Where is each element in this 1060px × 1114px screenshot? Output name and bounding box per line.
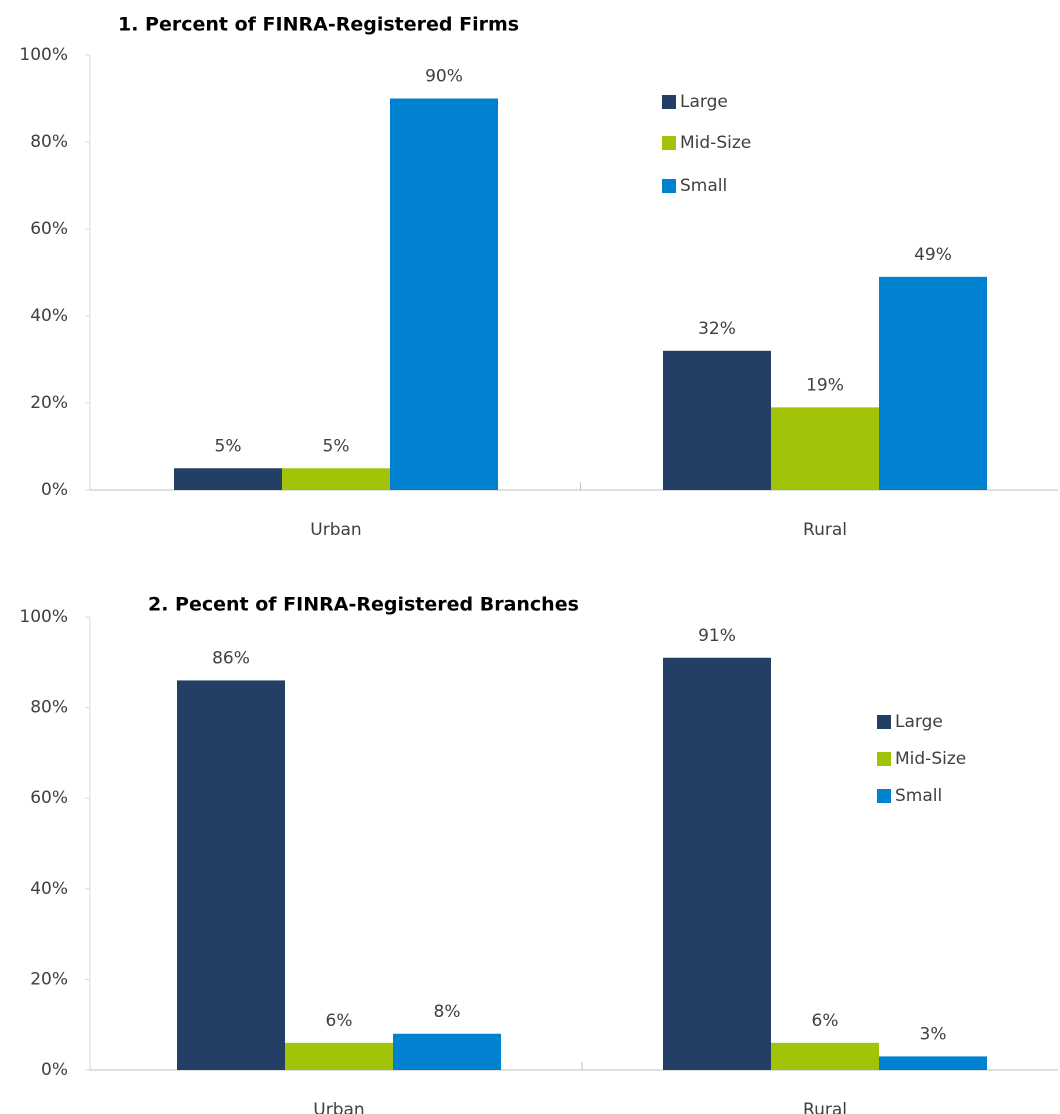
data-label: 5%: [215, 436, 242, 456]
y-tick-label: 100%: [19, 607, 68, 627]
bar: [771, 407, 879, 490]
bar: [177, 680, 285, 1070]
data-label: 3%: [920, 1024, 947, 1044]
chart-title: 1. Percent of FINRA-Registered Firms: [118, 14, 519, 36]
data-label: 49%: [914, 245, 952, 265]
legend-label: Small: [680, 176, 727, 196]
data-label: 8%: [434, 1002, 461, 1022]
data-label: 90%: [425, 67, 463, 87]
legend-label: Large: [895, 712, 943, 732]
bar: [771, 1042, 879, 1070]
data-label: 91%: [698, 626, 736, 646]
bar: [663, 350, 771, 490]
x-tick-label: Rural: [803, 1100, 847, 1114]
y-tick-label: 40%: [30, 879, 68, 899]
data-label: 19%: [806, 375, 844, 395]
legend-swatch: [877, 789, 891, 803]
legend-swatch: [662, 95, 676, 109]
legend-swatch: [877, 752, 891, 766]
bar: [879, 276, 987, 490]
y-tick-label: 80%: [30, 132, 68, 152]
bar: [174, 468, 282, 490]
bar: [390, 98, 498, 490]
bar: [879, 1056, 987, 1070]
y-tick-label: 0%: [41, 1060, 68, 1080]
legend-label: Small: [895, 786, 942, 806]
y-tick-label: 40%: [30, 306, 68, 326]
x-tick-label: Urban: [310, 520, 361, 540]
y-tick-label: 60%: [30, 788, 68, 808]
data-label: 86%: [212, 648, 250, 668]
bar: [285, 1042, 393, 1070]
chart-title: 2. Pecent of FINRA-Registered Branches: [148, 594, 579, 616]
y-tick-label: 80%: [30, 698, 68, 718]
legend-swatch: [877, 715, 891, 729]
y-tick-label: 0%: [41, 480, 68, 500]
legend-swatch: [662, 136, 676, 150]
legend-label: Mid-Size: [895, 749, 966, 769]
legend-label: Large: [680, 92, 728, 112]
bar: [393, 1033, 501, 1070]
legend-swatch: [662, 179, 676, 193]
y-tick-label: 60%: [30, 219, 68, 239]
y-tick-label: 100%: [19, 45, 68, 65]
x-tick-label: Urban: [313, 1100, 364, 1114]
data-label: 6%: [812, 1011, 839, 1031]
y-tick-label: 20%: [30, 969, 68, 989]
data-label: 5%: [323, 436, 350, 456]
y-tick-label: 20%: [30, 393, 68, 413]
bar: [282, 468, 390, 490]
legend-label: Mid-Size: [680, 133, 751, 153]
x-tick-label: Rural: [803, 520, 847, 540]
bar: [663, 657, 771, 1070]
data-label: 32%: [698, 319, 736, 339]
data-label: 6%: [326, 1011, 353, 1031]
